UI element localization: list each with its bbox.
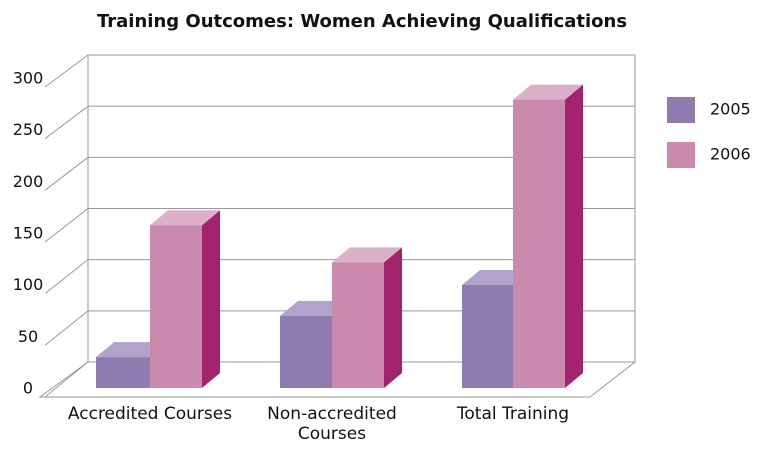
x-tick-label: Total Training xyxy=(456,404,570,424)
chart-title: Training Outcomes: Women Achieving Quali… xyxy=(97,11,627,32)
grid-line xyxy=(44,259,89,295)
grid-line xyxy=(44,105,89,140)
y-tick-label: 250 xyxy=(13,120,44,139)
grid-line xyxy=(44,208,89,243)
legend-label: 2005 xyxy=(710,100,751,119)
y-tick-label: 300 xyxy=(13,69,44,88)
bar-side xyxy=(565,84,583,388)
y-tick-label: 100 xyxy=(13,275,44,294)
y-tick-label: 200 xyxy=(13,172,44,191)
legend-swatch xyxy=(667,142,695,168)
bar xyxy=(150,225,202,388)
grid-line xyxy=(44,156,89,191)
grid-line xyxy=(44,54,89,88)
legend-swatch xyxy=(667,97,695,123)
bar xyxy=(462,285,516,388)
y-tick-label: 150 xyxy=(13,224,44,243)
legend-label: 2006 xyxy=(710,145,751,164)
x-tick-label: Accredited Courses xyxy=(67,404,233,424)
y-tick-label: 0 xyxy=(23,379,33,398)
bar xyxy=(280,315,334,388)
bar-top xyxy=(150,210,220,226)
bar-top xyxy=(513,84,583,100)
bar xyxy=(332,262,384,388)
bar-side xyxy=(384,247,402,388)
bar xyxy=(513,99,565,388)
bar-top xyxy=(332,247,402,263)
x-tick-label: Non-accredited Courses xyxy=(267,404,397,444)
y-tick-label: 50 xyxy=(18,327,38,346)
bar-side xyxy=(202,210,220,388)
bar xyxy=(96,357,150,388)
grid-line xyxy=(44,310,89,346)
grid-line xyxy=(44,361,89,398)
